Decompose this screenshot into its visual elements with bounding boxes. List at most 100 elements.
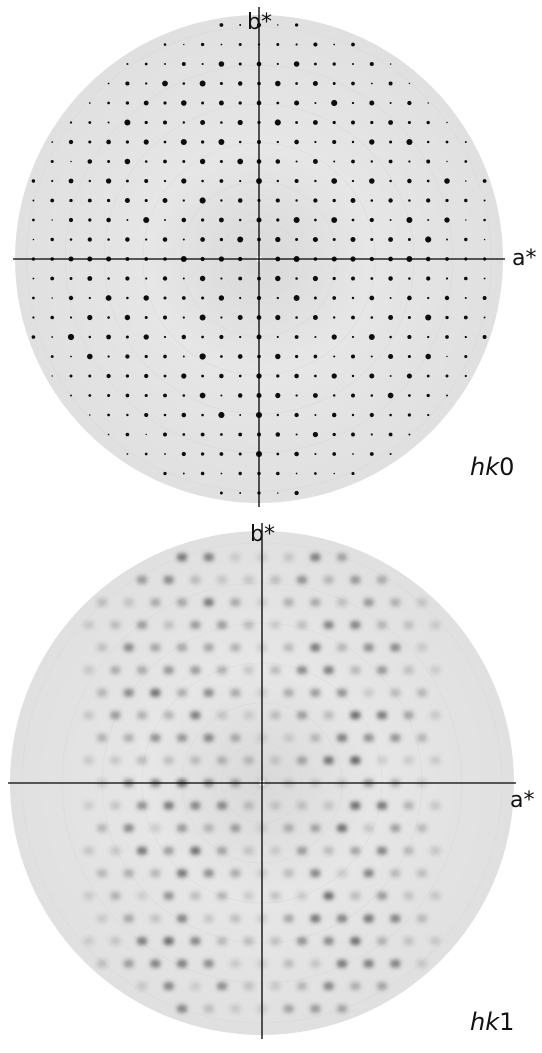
bragg-spot xyxy=(406,373,412,379)
diffuse-reflection xyxy=(137,937,148,946)
bragg-spot xyxy=(88,335,92,339)
diffuse-reflection xyxy=(390,914,401,923)
bragg-spot xyxy=(238,374,242,378)
bragg-spot xyxy=(144,120,148,125)
diffuse-reflection xyxy=(110,891,121,900)
bragg-spot xyxy=(239,179,242,183)
bragg-spot xyxy=(369,139,375,145)
bragg-spot xyxy=(69,198,73,203)
bragg-spot xyxy=(88,374,92,378)
diffuse-reflection xyxy=(323,575,334,584)
bragg-spot xyxy=(483,199,486,202)
diffuse-reflection xyxy=(217,756,228,765)
bragg-spot xyxy=(445,374,449,378)
bragg-spot xyxy=(388,432,393,437)
bragg-spot xyxy=(237,236,244,243)
diffuse-reflection xyxy=(177,688,188,697)
bragg-spot xyxy=(125,393,130,398)
diffuse-reflection xyxy=(350,891,361,900)
diffuse-reflection xyxy=(110,846,121,855)
bragg-spot xyxy=(276,101,280,105)
bragg-spot xyxy=(408,277,411,280)
bragg-spot xyxy=(277,492,279,494)
bragg-spot xyxy=(370,160,374,163)
bragg-spot xyxy=(50,198,55,203)
diffuse-reflection xyxy=(163,711,174,720)
diffuse-reflection xyxy=(203,869,214,878)
bragg-spot xyxy=(144,452,148,456)
diffuse-reflection xyxy=(270,801,281,810)
diffuse-reflection xyxy=(177,914,188,923)
bragg-spot xyxy=(275,353,281,360)
bragg-spot xyxy=(332,82,336,85)
bragg-spot xyxy=(314,414,317,416)
diffuse-reflection xyxy=(230,824,241,833)
bragg-spot xyxy=(425,236,432,243)
diffuse-reflection xyxy=(350,666,361,675)
diffuse-reflection xyxy=(177,733,188,742)
diffuse-reflection xyxy=(323,846,334,855)
bragg-spot xyxy=(294,335,299,339)
bragg-spot xyxy=(276,374,280,378)
bragg-spot xyxy=(50,237,54,242)
bragg-spot xyxy=(427,296,430,300)
diffuse-reflection xyxy=(310,1004,321,1013)
bragg-spot xyxy=(125,179,129,183)
bragg-spot xyxy=(201,101,205,105)
diffuse-reflection xyxy=(270,620,281,629)
diffuse-reflection xyxy=(283,1004,294,1013)
bragg-spot xyxy=(163,218,167,222)
bragg-spot xyxy=(238,43,242,46)
diffuse-reflection xyxy=(203,553,214,562)
bragg-spot xyxy=(426,393,430,398)
diffuse-reflection xyxy=(203,959,214,968)
bragg-spot xyxy=(69,277,73,280)
bragg-spot xyxy=(107,394,111,397)
bragg-spot xyxy=(368,334,375,340)
diffuse-reflection xyxy=(97,914,108,923)
bragg-spot xyxy=(144,393,148,398)
bragg-spot xyxy=(445,315,449,320)
diffuse-reflection xyxy=(310,553,321,562)
bragg-spot xyxy=(87,198,92,203)
diffuse-reflection xyxy=(376,666,387,675)
diffuse-reflection xyxy=(270,846,281,855)
bragg-spot xyxy=(483,218,486,222)
diffuse-reflection xyxy=(350,801,361,810)
bragg-spot xyxy=(181,62,186,66)
diffuse-reflection xyxy=(190,666,201,675)
bragg-spot xyxy=(295,237,299,242)
bragg-spot xyxy=(239,335,242,339)
diffuse-reflection xyxy=(430,666,441,675)
diffuse-reflection xyxy=(336,1004,347,1013)
axis-label-b-star: b* xyxy=(247,10,272,35)
bragg-spot xyxy=(107,121,110,124)
bragg-spot xyxy=(218,139,225,145)
bragg-spot xyxy=(464,374,467,378)
bragg-spot xyxy=(88,218,92,222)
bragg-spot xyxy=(445,277,449,280)
bragg-spot xyxy=(426,374,430,378)
bragg-spot xyxy=(69,374,73,378)
bragg-spot xyxy=(314,452,317,456)
bragg-spot xyxy=(199,314,206,321)
bragg-spot xyxy=(163,101,167,105)
diffuse-reflection xyxy=(336,959,347,968)
bragg-spot xyxy=(445,335,449,339)
bragg-spot xyxy=(143,334,149,340)
diffuse-reflection xyxy=(123,914,134,923)
bragg-spot xyxy=(351,179,355,183)
bragg-spot xyxy=(351,276,355,281)
bragg-spot xyxy=(275,80,281,87)
bragg-spot xyxy=(87,159,93,164)
bragg-spot xyxy=(277,24,279,26)
bragg-spot xyxy=(163,43,167,46)
diffuse-reflection xyxy=(390,688,401,697)
diffuse-reflection xyxy=(363,869,374,878)
bragg-spot xyxy=(237,315,243,320)
diffuse-reflection xyxy=(83,891,94,900)
bragg-spot xyxy=(105,295,112,301)
diffuse-reflection xyxy=(296,801,307,810)
diffuse-reflection xyxy=(243,801,254,810)
bragg-spot xyxy=(32,296,35,300)
